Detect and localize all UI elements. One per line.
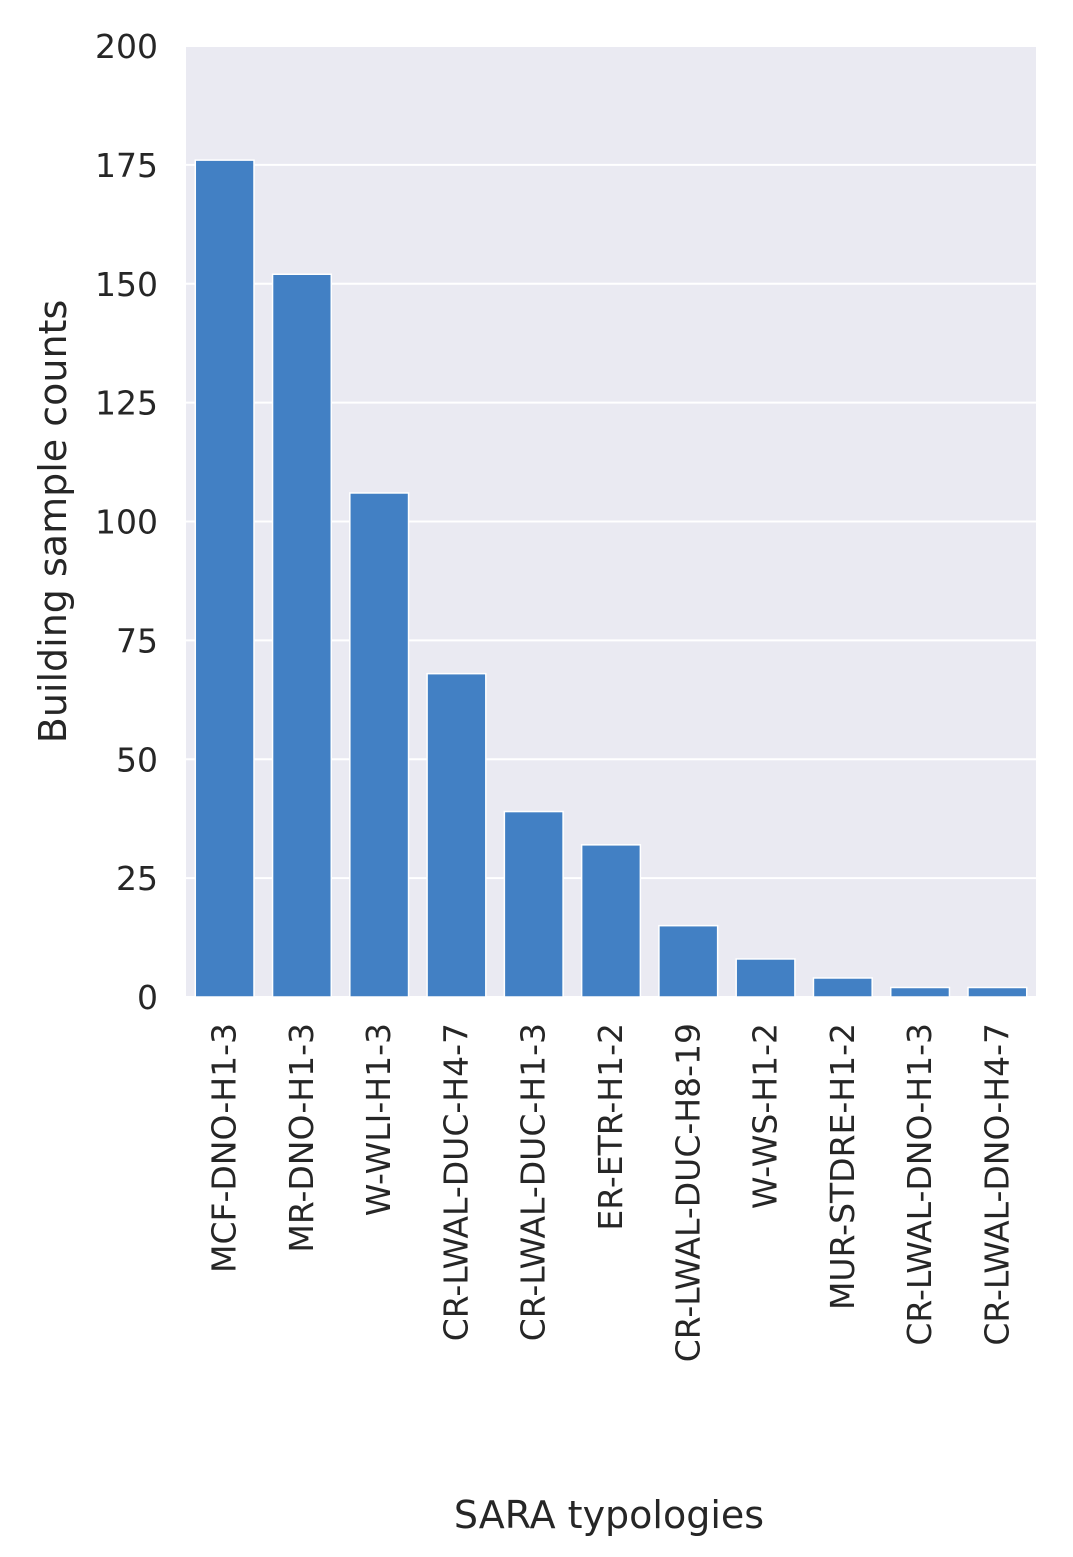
bars	[194, 159, 1028, 998]
bar-er-etr-h1-2	[580, 844, 642, 998]
x-tick-label: CR-LWAL-DUC-H8-19	[668, 1023, 707, 1362]
x-tick-label: CR-LWAL-DUC-H1-3	[514, 1023, 553, 1341]
y-tick-label: 175	[95, 146, 158, 185]
x-tick-label: W-WS-H1-2	[746, 1023, 785, 1209]
x-tick-label: ER-ETR-H1-2	[591, 1023, 630, 1231]
y-axis-title: Building sample counts	[31, 300, 75, 743]
bar-cr-lwal-duc-h8-19	[658, 924, 719, 998]
y-tick-label: 100	[95, 503, 158, 542]
bar-mcf-dno-h1-3	[194, 159, 255, 998]
x-tick-label: CR-LWAL-DUC-H4-7	[436, 1023, 475, 1341]
bar-cr-lwal-duc-h1-3	[503, 810, 564, 998]
y-tick-label: 25	[116, 859, 158, 898]
bar-cr-lwal-dno-h1-3	[889, 986, 951, 998]
bar-mur-stdre-h1-2	[812, 977, 873, 998]
x-tick-label: W-WLI-H1-3	[359, 1023, 398, 1216]
bar-w-ws-h1-2	[735, 958, 796, 998]
x-axis-ticks: MCF-DNO-H1-3 MR-DNO-H1-3 W-WLI-H1-3 CR-LWAL…	[205, 1023, 1017, 1362]
x-tick-label: MCF-DNO-H1-3	[205, 1023, 244, 1273]
y-tick-label: 50	[116, 740, 158, 779]
y-tick-label: 150	[95, 265, 158, 304]
bar-cr-lwal-dno-h4-7	[967, 986, 1028, 998]
y-tick-label: 200	[95, 27, 158, 66]
x-tick-label: CR-LWAL-DNO-H4-7	[977, 1023, 1016, 1346]
y-tick-label: 75	[116, 621, 158, 660]
bar-cr-lwal-duc-h4-7	[426, 672, 487, 998]
y-tick-label: 0	[137, 978, 158, 1017]
x-tick-label: MUR-STDRE-H1-2	[823, 1023, 862, 1310]
y-axis-ticks: 0 25 50 75 100 125 150 175 200	[95, 27, 158, 1017]
bar-mr-dno-h1-3	[271, 273, 333, 998]
y-tick-label: 125	[95, 384, 158, 423]
x-tick-label: CR-LWAL-DNO-H1-3	[900, 1023, 939, 1346]
x-axis-title: SARA typologies	[454, 1493, 764, 1537]
bar-w-wli-h1-3	[349, 492, 410, 998]
x-tick-label: MR-DNO-H1-3	[282, 1023, 321, 1253]
